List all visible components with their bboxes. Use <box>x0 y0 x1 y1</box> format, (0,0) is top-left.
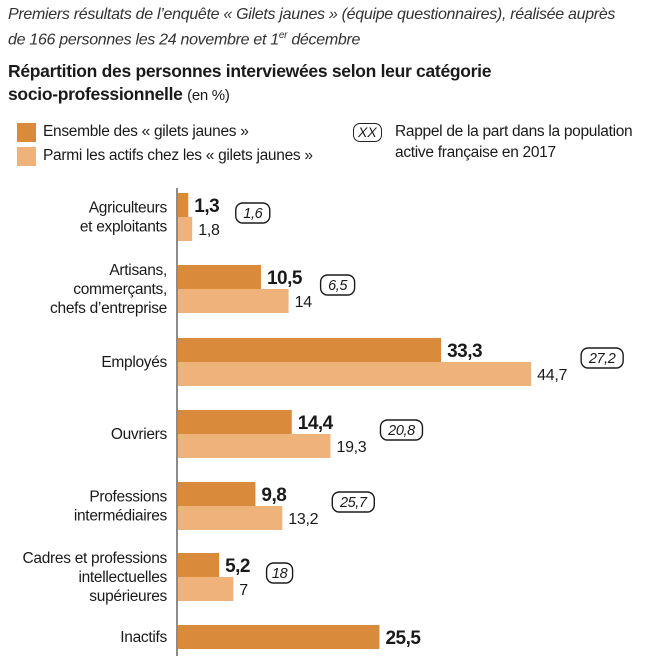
reference-badge <box>235 202 271 224</box>
category-label: Ouvriers <box>111 426 168 443</box>
value-label-series1: 25,5 <box>385 628 421 649</box>
legend-reference-line-1: Rappel de la part dans la population <box>395 123 633 140</box>
intro-text: Premiers résultats de l’enquête « Gilets… <box>8 4 648 50</box>
intro-line-2: de 166 personnes les 24 novembre et 1 <box>8 31 279 49</box>
bar-series2 <box>178 362 532 386</box>
chart-title: Répartition des personnes interviewées s… <box>8 60 608 107</box>
reference-badge <box>265 562 294 584</box>
bar-series1 <box>178 482 256 506</box>
category-label: supérieures <box>89 588 167 605</box>
value-label-series2: 14 <box>295 294 313 311</box>
bar-series1 <box>178 265 261 289</box>
value-label-series2: 19,3 <box>336 439 366 456</box>
category-label: et exploitants <box>80 219 168 236</box>
category-label: Employés <box>101 354 167 371</box>
category-label: Cadres et professions <box>23 550 168 567</box>
bar-series2 <box>178 577 234 601</box>
category-label: intellectuelles <box>78 569 167 586</box>
reference-badge <box>331 491 375 513</box>
reference-value: 1,6 <box>243 206 263 222</box>
intro-line-2-end: décembre <box>287 31 361 49</box>
legend-swatch-series1 <box>17 123 36 142</box>
bar-series1 <box>178 410 292 434</box>
intro-superscript: er <box>278 30 288 41</box>
reference-value: 18 <box>272 566 288 582</box>
value-label-series1: 9,8 <box>261 485 286 506</box>
bar-series1 <box>178 338 442 362</box>
legend-label-series2: Parmi les actifs chez les « gilets jaune… <box>43 147 313 164</box>
reference-value: 25,7 <box>339 495 368 511</box>
bar-series2 <box>178 434 331 458</box>
category-label: intermédiaires <box>74 508 168 525</box>
bar-series1 <box>178 625 380 649</box>
category-label: Agriculteurs <box>89 200 168 217</box>
bar-series2 <box>178 289 289 313</box>
legend-label-series1: Ensemble des « gilets jaunes » <box>43 123 249 140</box>
reference-value: 6,5 <box>328 278 348 294</box>
value-label-series1: 14,4 <box>298 413 334 434</box>
category-label: Professions <box>89 489 167 506</box>
value-label-series1: 5,2 <box>225 556 250 577</box>
value-label-series1: 1,3 <box>194 196 219 217</box>
bar-series2 <box>178 506 283 530</box>
legend-swatch-series2 <box>17 147 36 166</box>
value-label-series2: 1,8 <box>198 222 220 239</box>
value-label-series2: 7 <box>239 582 248 599</box>
reference-badge <box>319 274 356 296</box>
value-label-series1: 33,3 <box>447 341 482 362</box>
value-label-series1: 10,5 <box>267 268 303 289</box>
value-label-series2: 44,7 <box>537 367 567 384</box>
bar-series1 <box>178 193 189 217</box>
reference-badge <box>580 347 624 369</box>
bar-series2 <box>178 217 193 241</box>
reference-badge <box>379 419 424 441</box>
value-label-series2: 13,2 <box>288 511 318 528</box>
reference-value: 27,2 <box>588 351 616 367</box>
reference-value: 20,8 <box>387 423 415 439</box>
category-label: Inactifs <box>120 629 167 646</box>
title-unit: (en %) <box>187 87 230 104</box>
category-label: commerçants, <box>73 281 167 298</box>
legend-reference-symbol: XX <box>353 123 382 142</box>
category-label: Artisans, <box>109 262 167 279</box>
category-label: chefs d’entreprise <box>50 300 167 317</box>
legend-reference-note: Rappel de la part dans la population act… <box>395 121 633 163</box>
bar-series1 <box>178 553 220 577</box>
title-line-1: Répartition des personnes interviewées s… <box>8 61 492 81</box>
title-line-2: socio-professionnelle <box>8 84 183 104</box>
legend-reference-line-2: active française en 2017 <box>395 144 556 161</box>
intro-line-1: Premiers résultats de l’enquête « Gilets… <box>8 6 616 23</box>
